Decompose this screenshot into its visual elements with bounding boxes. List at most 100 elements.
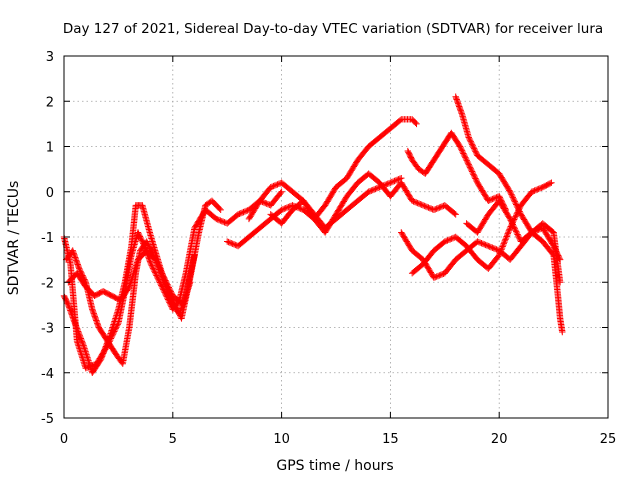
data-point bbox=[217, 206, 224, 214]
data-point bbox=[77, 333, 84, 341]
data-point bbox=[72, 255, 79, 263]
data-point bbox=[470, 143, 477, 151]
data-point bbox=[99, 350, 107, 357]
data-point bbox=[453, 97, 461, 105]
data-point bbox=[460, 150, 467, 157]
data-point bbox=[475, 238, 482, 246]
data-point bbox=[445, 236, 453, 244]
data-point bbox=[511, 214, 519, 222]
series-track-9 bbox=[398, 224, 564, 281]
data-point bbox=[504, 231, 511, 239]
data-point bbox=[432, 206, 439, 213]
data-point bbox=[71, 319, 79, 327]
data-point bbox=[74, 259, 81, 267]
data-point bbox=[154, 260, 161, 268]
data-point bbox=[191, 251, 198, 259]
data-point bbox=[453, 96, 460, 103]
data-point bbox=[74, 328, 82, 335]
data-point bbox=[452, 94, 460, 102]
x-tick-label: 25 bbox=[600, 432, 617, 447]
data-point bbox=[136, 233, 144, 240]
data-point bbox=[422, 203, 429, 210]
data-point bbox=[377, 183, 385, 190]
y-tick-label: 0 bbox=[46, 186, 54, 201]
data-point bbox=[101, 347, 108, 354]
data-point bbox=[396, 117, 404, 124]
data-point bbox=[229, 240, 236, 247]
data-point bbox=[466, 162, 473, 170]
data-point bbox=[214, 216, 221, 223]
data-point bbox=[452, 93, 459, 100]
data-point bbox=[385, 180, 393, 187]
data-point bbox=[536, 185, 544, 192]
data-point bbox=[499, 243, 506, 250]
data-point bbox=[156, 264, 163, 272]
data-point bbox=[458, 147, 466, 154]
data-point bbox=[89, 306, 96, 313]
data-point bbox=[387, 179, 394, 186]
data-point bbox=[425, 204, 432, 211]
data-point bbox=[419, 202, 427, 209]
data-point bbox=[472, 149, 480, 156]
data-point bbox=[508, 218, 515, 225]
data-point bbox=[413, 120, 420, 128]
data-point bbox=[370, 186, 378, 193]
data-point bbox=[456, 104, 463, 112]
data-point bbox=[462, 155, 470, 163]
data-point bbox=[457, 107, 464, 114]
data-point bbox=[69, 247, 76, 254]
data-point bbox=[398, 174, 405, 182]
data-point bbox=[389, 178, 397, 185]
data-point bbox=[230, 241, 238, 248]
data-point bbox=[507, 189, 514, 197]
data-point bbox=[158, 270, 166, 277]
data-point bbox=[144, 239, 151, 247]
data-point bbox=[466, 135, 473, 143]
data-point bbox=[224, 238, 231, 245]
data-point bbox=[70, 316, 78, 324]
data-point bbox=[418, 201, 425, 208]
data-point bbox=[437, 203, 444, 211]
data-point bbox=[548, 179, 555, 186]
data-point bbox=[388, 178, 395, 186]
data-point bbox=[506, 224, 514, 232]
series-track-4 bbox=[65, 247, 198, 309]
data-point bbox=[78, 336, 85, 344]
data-point bbox=[146, 256, 153, 264]
data-point bbox=[472, 175, 479, 182]
x-tick-label: 15 bbox=[382, 432, 399, 447]
data-point bbox=[164, 282, 172, 290]
data-point bbox=[159, 271, 166, 279]
data-point bbox=[75, 264, 82, 271]
data-point bbox=[125, 284, 132, 292]
data-point bbox=[102, 344, 109, 352]
data-point bbox=[163, 280, 170, 287]
data-point bbox=[161, 275, 168, 283]
data-point bbox=[468, 168, 476, 175]
data-point bbox=[458, 110, 465, 117]
data-point bbox=[170, 298, 177, 305]
data-point bbox=[225, 238, 232, 246]
data-point bbox=[426, 204, 434, 212]
data-point bbox=[466, 137, 474, 144]
data-point bbox=[500, 241, 507, 249]
y-tick-label: -5 bbox=[41, 412, 54, 427]
data-point bbox=[65, 301, 72, 309]
data-point bbox=[469, 169, 476, 177]
data-point bbox=[473, 178, 480, 185]
data-point bbox=[502, 236, 509, 243]
data-point bbox=[100, 348, 107, 356]
data-point bbox=[457, 144, 464, 152]
data-point bbox=[146, 245, 154, 252]
y-tick-label: -3 bbox=[41, 322, 54, 337]
data-point bbox=[455, 101, 462, 109]
data-point bbox=[166, 285, 173, 293]
data-point bbox=[408, 197, 416, 204]
data-point bbox=[72, 321, 79, 328]
data-point bbox=[147, 260, 155, 268]
data-point bbox=[455, 103, 463, 110]
data-point bbox=[451, 210, 458, 217]
data-point bbox=[412, 119, 419, 126]
data-point bbox=[91, 311, 98, 319]
